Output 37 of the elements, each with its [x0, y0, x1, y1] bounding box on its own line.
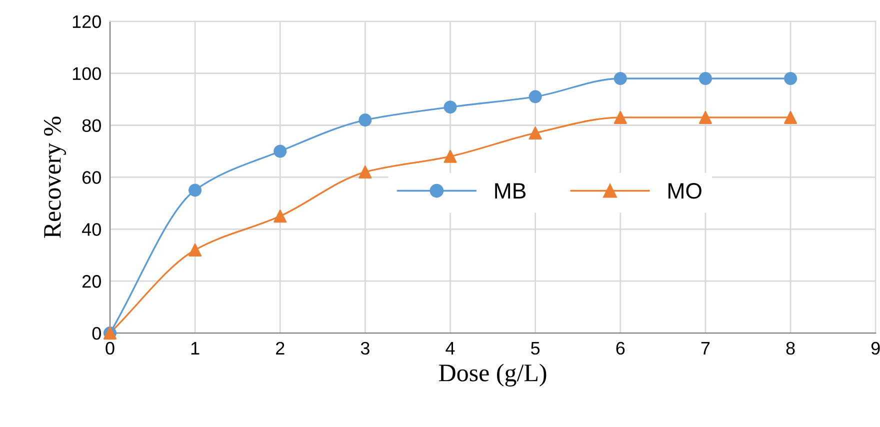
point: [188, 243, 202, 256]
x-tick-label: 8: [786, 342, 795, 355]
x-tick-label: 3: [360, 342, 370, 355]
point: [358, 114, 372, 127]
y-tick-label: 20: [82, 275, 101, 288]
point: [274, 144, 287, 158]
point: [188, 184, 202, 197]
x-tick-label: 4: [446, 342, 455, 354]
point: [274, 210, 287, 223]
point: [358, 166, 372, 179]
point: [528, 126, 542, 140]
y-tick-label: 100: [72, 67, 101, 80]
x-tick-label: 2: [276, 342, 284, 354]
point: [784, 110, 798, 124]
x-tick-label: 5: [531, 342, 540, 355]
y-axis-title: Recovery %: [44, 116, 66, 238]
point: [784, 72, 798, 85]
x-tick-label: 1: [191, 342, 200, 354]
y-tick-label: 60: [82, 171, 101, 184]
y-tick-label: 120: [72, 15, 101, 28]
y-tick-label: 40: [82, 223, 101, 236]
x-tick-label: 0: [106, 342, 114, 355]
point: [698, 72, 712, 85]
legend-label: MO: [668, 183, 702, 199]
point: [444, 150, 457, 163]
point: [614, 72, 627, 85]
x-tick-label: 7: [701, 342, 710, 354]
legend-label: MB: [495, 183, 526, 199]
x-tick-label: 6: [616, 342, 625, 355]
y-tick-label: 80: [82, 119, 101, 132]
point: [444, 100, 457, 114]
point: [614, 110, 627, 124]
x-tick-label: 9: [871, 342, 880, 355]
point: [528, 90, 542, 104]
point: [698, 110, 712, 124]
y-tick-label: 0: [92, 326, 101, 340]
x-axis-title: Dose (g/L): [439, 364, 546, 387]
